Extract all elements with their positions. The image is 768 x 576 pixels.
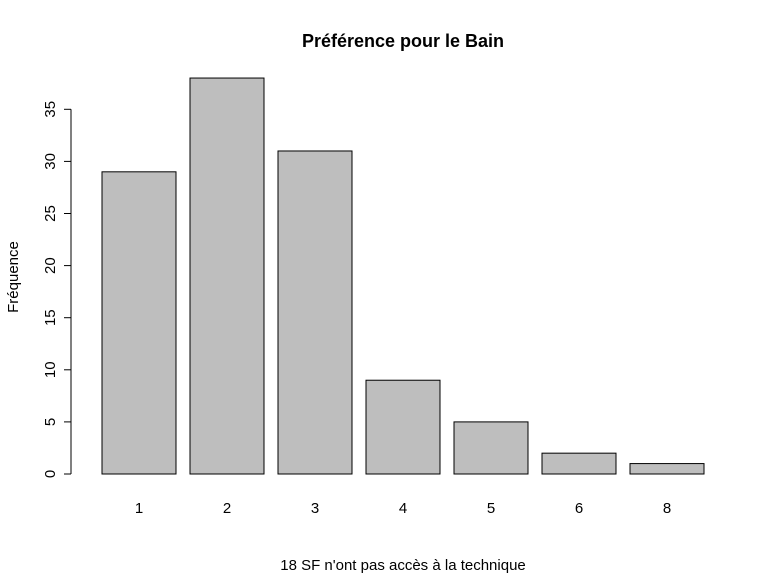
bar-2: [189, 77, 265, 475]
bar-5: [453, 421, 529, 475]
y-axis: 0 5 10 15 20 25 30 35: [42, 101, 72, 478]
y-tick-label: 35: [42, 101, 59, 118]
bar-1: [101, 171, 177, 475]
x-tick-labels: 1 2 3 4 5 6 8: [135, 500, 671, 517]
x-tick-label: 1: [135, 500, 143, 517]
y-tick-label: 10: [42, 361, 59, 378]
y-tick-label: 30: [42, 153, 59, 170]
bar-3: [277, 150, 353, 475]
bar-6: [541, 452, 617, 475]
x-tick-label: 6: [575, 500, 583, 517]
chart-title: Préférence pour le Bain: [302, 31, 504, 51]
x-axis-label: 18 SF n'ont pas accès à la technique: [280, 557, 526, 574]
x-tick-label: 8: [663, 500, 671, 517]
y-tick-label: 5: [42, 418, 59, 426]
x-tick-label: 5: [487, 500, 495, 517]
bars: [101, 77, 705, 475]
y-tick-label: 20: [42, 257, 59, 274]
x-tick-label: 4: [399, 500, 407, 517]
y-tick-label: 25: [42, 205, 59, 222]
y-tick-label: 15: [42, 309, 59, 326]
y-axis-label: Fréquence: [5, 241, 22, 313]
x-tick-label: 2: [223, 500, 231, 517]
y-tick-label: 0: [42, 470, 59, 478]
bar-4: [365, 379, 441, 475]
x-tick-label: 3: [311, 500, 319, 517]
bar-8: [629, 463, 705, 475]
